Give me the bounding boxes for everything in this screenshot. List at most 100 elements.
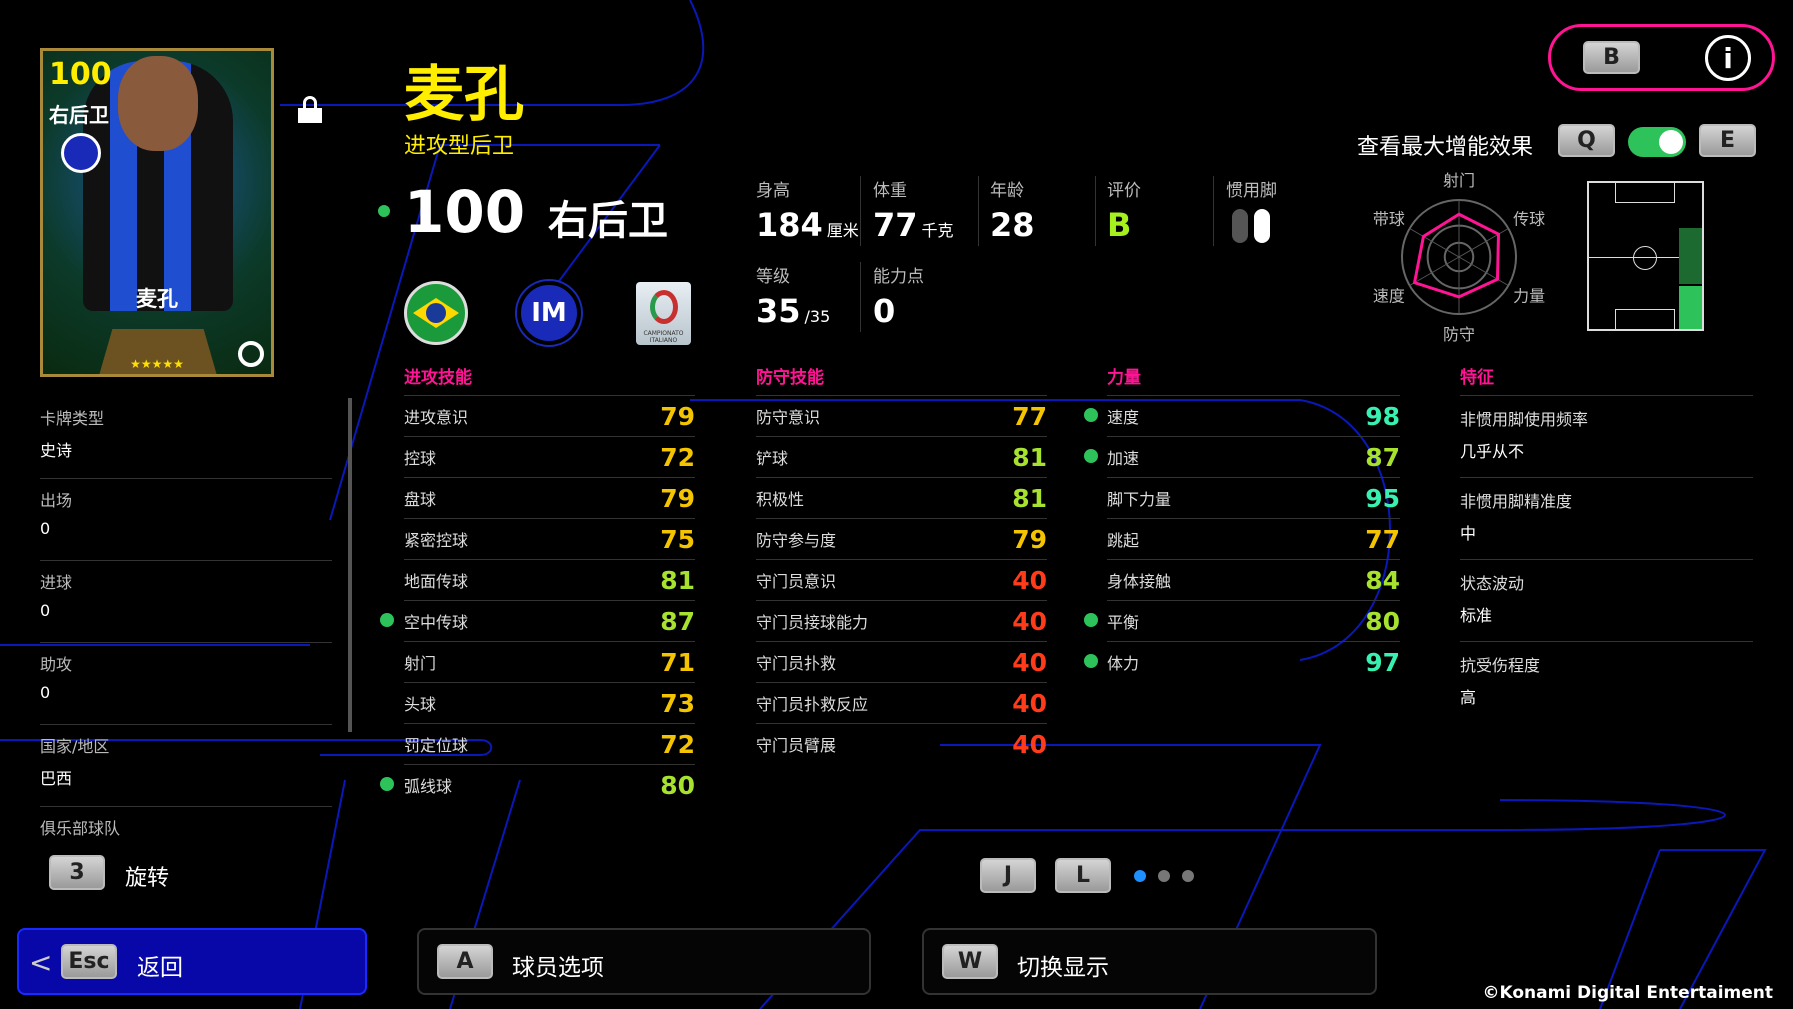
w-key: W (942, 944, 998, 979)
level-value: 35/35 (756, 292, 830, 330)
rotate-label: 旋转 (125, 866, 170, 891)
boost-dot (1084, 613, 1098, 627)
stat-name: 身体接触 (1107, 572, 1172, 591)
stat-name: 守门员接球能力 (756, 613, 869, 632)
trait-value: 标准 (1460, 606, 1493, 625)
top-actions-pill (1548, 24, 1775, 91)
attack-stat-row[interactable]: 进攻意识 79 (404, 395, 695, 436)
power-stat-row[interactable]: 加速 87 (1107, 436, 1400, 477)
card-player-head (118, 56, 198, 151)
attack-stat-row[interactable]: 射门 71 (404, 641, 695, 682)
attack-stat-row[interactable]: 地面传球 81 (404, 559, 695, 600)
power-stat-row[interactable]: 跳起 77 (1107, 518, 1400, 559)
boost-dot (380, 613, 394, 627)
stat-value: 98 (1365, 401, 1400, 431)
grade-label: 评价 (1107, 181, 1141, 201)
stat-value: 73 (660, 688, 695, 718)
player-position: 右后卫 (548, 198, 668, 244)
info-label: 卡牌类型 (40, 409, 105, 428)
esc-key: Esc (61, 944, 117, 979)
rotate-key-button[interactable]: 3 (49, 855, 105, 890)
defense-stat-row[interactable]: 守门员意识 40 (756, 559, 1047, 600)
trait-label: 抗受伤程度 (1460, 656, 1541, 675)
page-dot-2[interactable] (1158, 870, 1170, 882)
stat-name: 罚定位球 (404, 736, 469, 755)
trait-item: 非惯用脚精准度中 (1460, 477, 1753, 559)
radar-label: 速度 (1373, 287, 1405, 306)
b-key-button[interactable]: B (1583, 41, 1640, 74)
card-name: 麦孔 (136, 287, 178, 311)
boost-toggle[interactable] (1628, 127, 1686, 157)
defense-stat-row[interactable]: 防守意识 77 (756, 395, 1047, 436)
back-button[interactable]: < Esc 返回 (17, 928, 367, 995)
stat-name: 积极性 (756, 490, 805, 509)
defense-stat-row[interactable]: 守门员扑救 40 (756, 641, 1047, 682)
brazil-flag-icon (404, 281, 468, 345)
attack-stat-row[interactable]: 弧线球 80 (404, 764, 695, 805)
stat-name: 加速 (1107, 449, 1140, 468)
e-key-button[interactable]: E (1699, 124, 1756, 157)
info-scrollbar[interactable] (348, 398, 352, 732)
grade-value: B (1107, 206, 1132, 244)
stat-name: 守门员意识 (756, 572, 837, 591)
radar-axis (1458, 256, 1509, 286)
switch-display-button[interactable]: W 切换显示 (922, 928, 1377, 995)
stat-value: 81 (1012, 483, 1047, 513)
defense-stat-row[interactable]: 守门员扑救反应 40 (756, 682, 1047, 723)
height-number: 184 (756, 206, 823, 244)
trait-item: 非惯用脚使用频率 几乎从不 (1460, 395, 1753, 477)
trait-item: 抗受伤程度高 (1460, 641, 1753, 723)
defense-stat-row[interactable]: 守门员接球能力 40 (756, 600, 1047, 641)
stat-value: 87 (1365, 442, 1400, 472)
inter-club-icon: IM (517, 281, 581, 345)
l-key-button[interactable]: L (1055, 858, 1111, 893)
info-label: 助攻 (40, 655, 73, 674)
power-stat-row[interactable]: 体力 97 (1107, 641, 1400, 682)
attack-stat-row[interactable]: 头球 73 (404, 682, 695, 723)
stat-value: 80 (660, 770, 695, 800)
info-item: 出场 0 (40, 479, 332, 561)
q-key-button[interactable]: Q (1558, 124, 1615, 157)
page-dot-3[interactable] (1182, 870, 1194, 882)
chevron-left-icon: < (29, 946, 53, 979)
stat-name: 进攻意识 (404, 408, 469, 427)
power-header: 力量 (1107, 368, 1141, 388)
info-item: 助攻 0 (40, 643, 332, 725)
radar-label: 防守 (1443, 325, 1475, 344)
info-icon[interactable]: i (1705, 35, 1751, 81)
stat-value: 40 (1012, 688, 1047, 718)
league-icon: CAMPIONATO ITALIANO (636, 282, 691, 345)
defense-stat-row[interactable]: 守门员臂展 40 (756, 723, 1047, 764)
power-stat-row[interactable]: 速度 98 (1107, 395, 1400, 436)
player-name: 麦孔 (404, 60, 524, 130)
defense-stat-row[interactable]: 积极性 81 (756, 477, 1047, 518)
info-value: 巴西 (40, 769, 73, 788)
power-stat-row[interactable]: 平衡 80 (1107, 600, 1400, 641)
attack-stat-row[interactable]: 紧密控球 75 (404, 518, 695, 559)
defense-stat-row[interactable]: 防守参与度 79 (756, 518, 1047, 559)
card-club-icon (61, 133, 101, 173)
traits-header: 特征 (1460, 368, 1494, 388)
points-value: 0 (873, 292, 896, 330)
info-value: 0 (40, 683, 51, 702)
power-stat-row[interactable]: 身体接触 84 (1107, 559, 1400, 600)
info-item: 进球 0 (40, 561, 332, 643)
player-card[interactable]: 100 右后卫 麦孔 ★★★★★ (40, 48, 274, 377)
defense-stat-row[interactable]: 铲球 81 (756, 436, 1047, 477)
attack-skills-header: 进攻技能 (404, 368, 472, 388)
lock-icon[interactable] (298, 96, 322, 123)
weight-unit: 千克 (921, 221, 954, 240)
stat-name: 防守意识 (756, 408, 821, 427)
player-options-button[interactable]: A 球员选项 (417, 928, 871, 995)
trait-item: 状态波动 标准 (1460, 559, 1753, 641)
page-dot-1[interactable] (1134, 870, 1146, 882)
player-options-label: 球员选项 (512, 955, 604, 981)
attack-stat-row[interactable]: 控球 72 (404, 436, 695, 477)
attack-stat-row[interactable]: 盘球 79 (404, 477, 695, 518)
j-key-button[interactable]: J (980, 858, 1036, 893)
card-rating: 100 (49, 57, 112, 92)
power-stat-row[interactable]: 脚下力量 95 (1107, 477, 1400, 518)
stat-value: 81 (1012, 442, 1047, 472)
attack-stat-row[interactable]: 空中传球 87 (404, 600, 695, 641)
attack-stat-row[interactable]: 罚定位球 72 (404, 723, 695, 764)
